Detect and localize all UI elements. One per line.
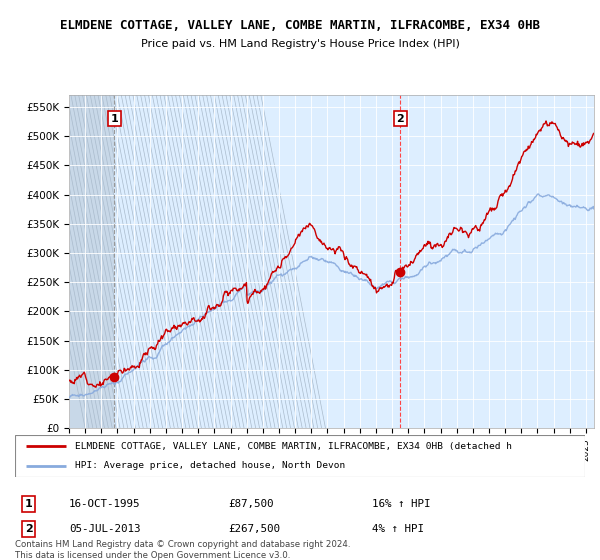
Text: 1: 1	[110, 114, 118, 124]
Text: Price paid vs. HM Land Registry's House Price Index (HPI): Price paid vs. HM Land Registry's House …	[140, 39, 460, 49]
Text: 4% ↑ HPI: 4% ↑ HPI	[372, 524, 424, 534]
Text: £267,500: £267,500	[228, 524, 280, 534]
Text: 2: 2	[25, 524, 32, 534]
Text: HPI: Average price, detached house, North Devon: HPI: Average price, detached house, Nort…	[75, 461, 345, 470]
Text: ELMDENE COTTAGE, VALLEY LANE, COMBE MARTIN, ILFRACOMBE, EX34 0HB: ELMDENE COTTAGE, VALLEY LANE, COMBE MART…	[60, 18, 540, 32]
Text: 16-OCT-1995: 16-OCT-1995	[69, 499, 140, 509]
Text: Contains HM Land Registry data © Crown copyright and database right 2024.
This d: Contains HM Land Registry data © Crown c…	[15, 539, 350, 560]
Text: 05-JUL-2013: 05-JUL-2013	[69, 524, 140, 534]
Bar	[69, 95, 114, 428]
Text: 2: 2	[396, 114, 404, 124]
Text: ELMDENE COTTAGE, VALLEY LANE, COMBE MARTIN, ILFRACOMBE, EX34 0HB (detached h: ELMDENE COTTAGE, VALLEY LANE, COMBE MART…	[75, 442, 512, 451]
Text: 1: 1	[25, 499, 32, 509]
Text: £87,500: £87,500	[228, 499, 274, 509]
Text: 16% ↑ HPI: 16% ↑ HPI	[372, 499, 431, 509]
